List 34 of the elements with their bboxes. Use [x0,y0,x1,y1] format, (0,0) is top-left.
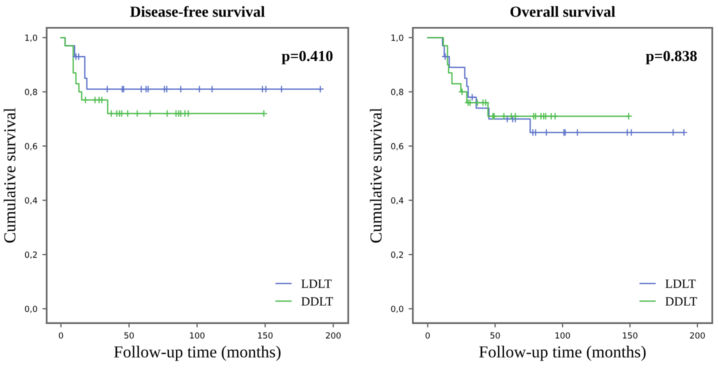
y-tick-label: 0,8 [24,88,38,96]
y-tick-label: 0,2 [391,252,403,259]
y-tick-label: 1,0 [391,34,404,42]
y-tick-label: 0,6 [391,143,404,150]
annotation: p=0.838 [646,50,697,64]
x-tick-label: 150 [622,332,638,339]
x-tick-label: 100 [190,332,205,339]
x-tick-label: 200 [690,332,705,339]
x-tick-label: 100 [556,332,570,339]
x-tick-label: 50 [124,332,134,339]
y-tick-label: 0,4 [24,197,38,204]
y-tick-label: 1,0 [25,34,38,42]
y-tick-label: 0,6 [24,143,38,150]
x-axis-title: Follow-up time (months) [479,346,646,361]
y-axis-title: Cumulative survival [4,108,16,243]
y-tick-label: 0,0 [24,306,38,313]
y-tick-label: 0,0 [391,306,404,313]
x-axis-title: Follow-up time (months) [114,346,281,361]
y-tick-label: 0,2 [24,252,37,259]
chart-title: Overall survival [510,6,616,17]
legend-label: LDLT [665,280,696,288]
y-tick-label: 0,4 [391,197,404,204]
chart-title: Disease-free survival [130,6,265,17]
x-tick-label: 0 [426,332,430,339]
y-axis-title: Cumulative survival [370,108,382,243]
x-tick-label: 0 [58,332,64,339]
annotation: p=0.410 [282,50,333,64]
y-tick-label: 0,8 [391,88,404,96]
legend-label: DDLT [301,297,334,306]
legend-label: LDLT [301,280,332,288]
x-tick-label: 150 [258,332,273,339]
legend-label: DDLT [665,297,698,306]
x-tick-label: 200 [326,332,341,339]
x-tick-label: 50 [490,332,500,339]
